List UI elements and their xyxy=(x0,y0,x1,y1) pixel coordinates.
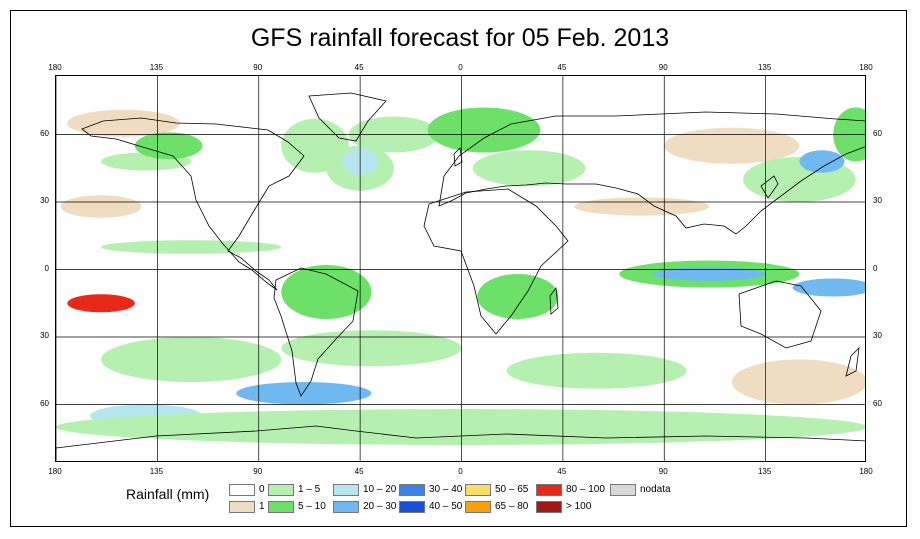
lat-tick-label-right: 30 xyxy=(873,331,882,340)
legend-swatch xyxy=(536,484,562,496)
rain-area-17 xyxy=(477,274,559,319)
legend-swatch xyxy=(229,501,255,513)
lon-tick-label-bottom: 45 xyxy=(354,467,364,476)
lat-tick-label-left: 0 xyxy=(44,263,49,273)
legend-label: 1 xyxy=(259,501,265,512)
legend-label: > 100 xyxy=(566,501,592,512)
rain-area-10 xyxy=(664,127,800,164)
rainfall-layer xyxy=(56,107,865,445)
lon-tick-label-top: 135 xyxy=(149,63,164,72)
legend-swatch xyxy=(268,501,294,513)
rain-area-14 xyxy=(574,197,710,216)
legend-swatch xyxy=(268,484,294,496)
legend-swatch xyxy=(399,484,425,496)
rain-area-12 xyxy=(799,150,845,173)
world-map-canvas xyxy=(56,76,865,461)
legend-swatch xyxy=(465,501,491,513)
antarctica-outline xyxy=(56,425,865,461)
north-america-outline xyxy=(81,117,305,291)
lon-tick-label-bottom: 180 xyxy=(48,467,62,476)
rain-area-20 xyxy=(792,278,865,297)
lat-tick-label-left: 60 xyxy=(40,128,49,138)
australia-outline xyxy=(738,280,822,349)
legend-label: 5 – 10 xyxy=(298,501,326,512)
lon-tick-label-bottom: 45 xyxy=(557,467,567,476)
rain-area-15 xyxy=(101,240,282,254)
legend-label: 30 – 40 xyxy=(429,484,463,495)
legend-label: nodata xyxy=(640,484,671,495)
legend-label: 1 – 5 xyxy=(298,484,321,495)
lon-tick-label-top: 135 xyxy=(757,63,772,72)
legend-swatch xyxy=(399,501,425,513)
lat-tick-label-left: 30 xyxy=(40,196,49,205)
rain-area-1 xyxy=(67,109,180,137)
lon-tick-label-bottom: 0 xyxy=(458,467,463,476)
lat-tick-label-left: 30 xyxy=(40,331,49,340)
lon-tick-label-top: 45 xyxy=(354,63,364,72)
lon-tick-label-bottom: 90 xyxy=(658,467,668,476)
lat-tick-label-right: 60 xyxy=(873,128,882,138)
legend-label: 20 – 30 xyxy=(363,501,397,512)
map-title: GFS rainfall forecast for 05 Feb. 2013 xyxy=(250,24,670,52)
legend-swatch xyxy=(465,484,491,496)
figure-frame xyxy=(10,10,907,527)
lat-tick-label-left: 60 xyxy=(40,398,49,408)
legend-label: 40 – 50 xyxy=(429,501,463,512)
legend-title: Rainfall (mm) xyxy=(126,486,210,502)
rain-area-0 xyxy=(60,195,142,218)
legend-swatch xyxy=(536,501,562,513)
lon-tick-label-top: 0 xyxy=(458,63,463,72)
rain-area-24 xyxy=(236,382,372,405)
legend-label: 0 xyxy=(259,484,265,495)
rain-area-19 xyxy=(652,267,766,281)
legend-swatch xyxy=(229,484,255,496)
legend-swatch xyxy=(333,501,359,513)
rain-area-9 xyxy=(472,150,586,187)
legend-label: 65 – 80 xyxy=(495,501,529,512)
lon-tick-label-bottom: 90 xyxy=(253,467,263,476)
south-america-outline xyxy=(273,267,359,397)
rain-area-21 xyxy=(67,294,135,313)
lon-tick-label-bottom: 135 xyxy=(757,467,772,476)
lon-tick-label-top: 180 xyxy=(859,63,873,72)
madagascar-outline xyxy=(549,286,559,315)
lat-tick-label-right: 30 xyxy=(873,196,882,205)
rain-area-28 xyxy=(56,409,865,445)
legend-label: 80 – 100 xyxy=(566,484,605,495)
rain-area-26 xyxy=(506,352,687,389)
rain-area-3 xyxy=(134,132,203,160)
eurasia-outline xyxy=(438,111,865,235)
lon-tick-label-bottom: 135 xyxy=(149,467,164,476)
lon-tick-label-top: 45 xyxy=(557,63,567,72)
lon-tick-label-top: 180 xyxy=(48,63,62,72)
rain-area-27 xyxy=(731,359,865,405)
world-map xyxy=(55,75,866,462)
legend-swatch xyxy=(333,484,359,496)
lat-tick-label-right: 60 xyxy=(873,398,882,408)
rain-area-23 xyxy=(281,330,462,367)
africa-outline xyxy=(423,188,569,335)
lon-tick-label-top: 90 xyxy=(253,63,263,72)
rain-area-8 xyxy=(427,107,541,153)
uk-outline xyxy=(453,147,463,167)
new-zealand-outline xyxy=(845,346,860,377)
graticule xyxy=(56,76,865,461)
legend-swatch xyxy=(610,484,636,496)
greenland-outline xyxy=(308,92,387,142)
lat-tick-label-right: 0 xyxy=(873,263,878,273)
rain-area-16 xyxy=(281,265,372,319)
legend-label: 10 – 20 xyxy=(363,484,397,495)
lon-tick-label-bottom: 180 xyxy=(859,467,873,476)
rain-area-22 xyxy=(101,337,282,382)
legend-label: 50 – 65 xyxy=(495,484,529,495)
lon-tick-label-top: 90 xyxy=(658,63,668,72)
